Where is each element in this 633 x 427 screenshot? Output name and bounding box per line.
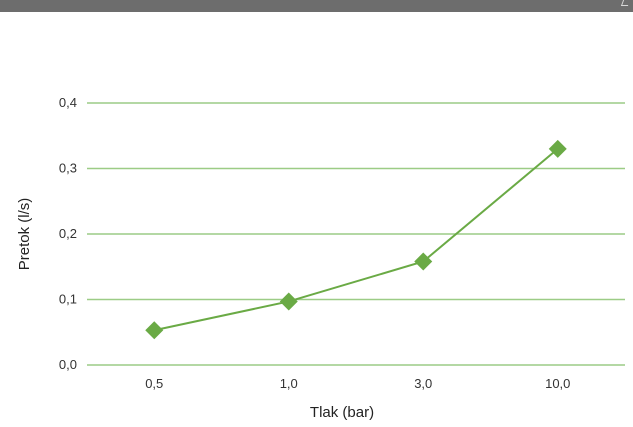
x-tick-label: 1,0 — [280, 376, 298, 391]
y-tick-labels: 0,0 0,1 0,2 0,3 0,4 — [59, 95, 77, 372]
x-tick-label: 3,0 — [414, 376, 432, 391]
data-point-marker — [280, 292, 298, 310]
y-tick-label: 0,2 — [59, 226, 77, 241]
x-axis-label: Tlak (bar) — [310, 404, 374, 421]
y-tick-label: 0,0 — [59, 357, 77, 372]
y-tick-label: 0,3 — [59, 161, 77, 176]
gridlines — [87, 103, 625, 365]
series-group — [145, 140, 567, 339]
x-tick-label: 0,5 — [145, 376, 163, 391]
x-tick-label: 10,0 — [545, 376, 570, 391]
series-line — [154, 149, 558, 330]
y-tick-label: 0,4 — [59, 95, 77, 110]
x-tick-labels: 0,5 1,0 3,0 10,0 — [145, 376, 570, 391]
y-tick-label: 0,1 — [59, 292, 77, 307]
y-axis-label: Pretok (l/s) — [16, 198, 33, 271]
data-point-marker — [145, 321, 163, 339]
